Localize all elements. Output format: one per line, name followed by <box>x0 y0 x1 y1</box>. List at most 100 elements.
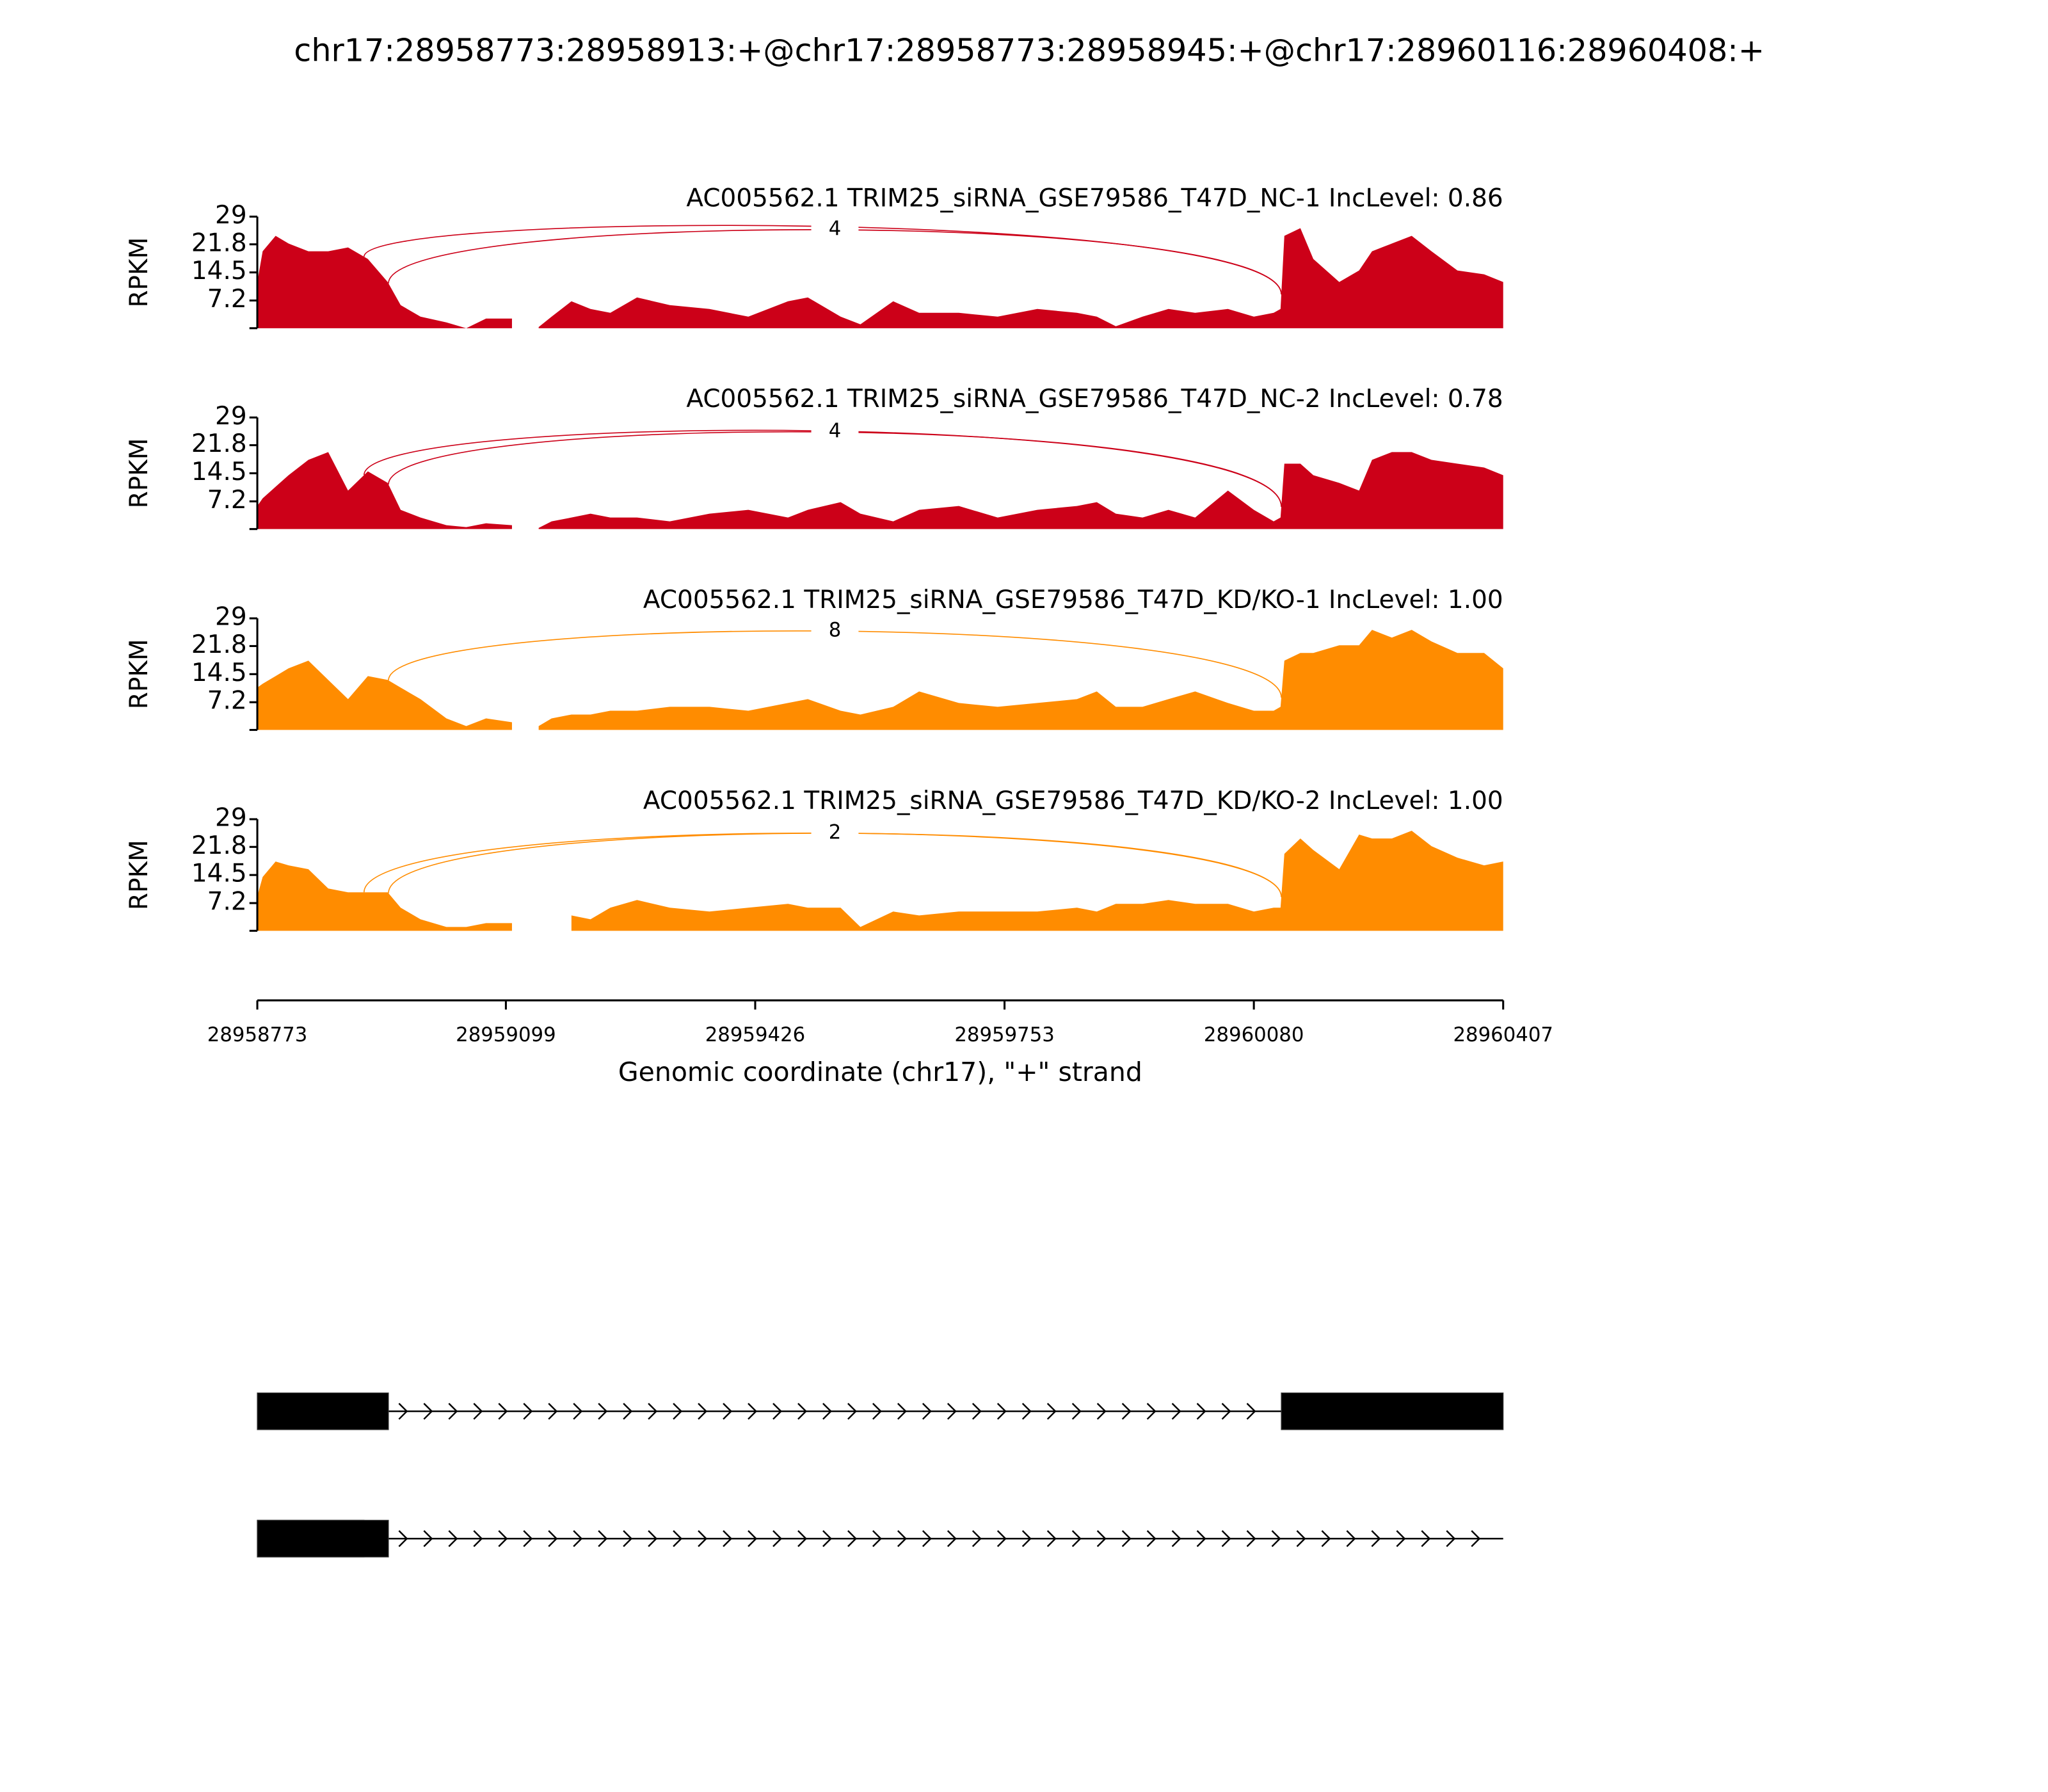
junction-label: 4 <box>829 420 842 443</box>
y-axis-label: RPKM <box>125 840 154 910</box>
strand-chevron <box>723 1530 733 1548</box>
strand-chevron <box>772 1402 783 1420</box>
strand-chevron <box>847 1402 857 1420</box>
strand-chevron <box>1096 1402 1107 1420</box>
strand-chevron <box>648 1402 658 1420</box>
track-title: AC005562.1 TRIM25_siRNA_GSE79586_T47D_KD… <box>643 586 1503 614</box>
strand-chevron <box>897 1402 907 1420</box>
strand-chevron <box>748 1402 758 1420</box>
strand-chevron <box>1196 1530 1206 1548</box>
y-tick-label: 14.5 <box>191 860 247 888</box>
y-tick-label: 29 <box>215 201 247 230</box>
y-tick-label: 21.8 <box>191 630 247 659</box>
strand-chevron <box>1096 1530 1107 1548</box>
strand-chevron <box>523 1530 533 1548</box>
strand-chevron <box>972 1530 982 1548</box>
strand-chevron <box>947 1530 957 1548</box>
strand-chevron <box>972 1402 982 1420</box>
strand-chevron <box>996 1402 1007 1420</box>
y-axis-label: RPKM <box>125 237 154 308</box>
strand-chevron <box>1296 1530 1306 1548</box>
strand-chevron <box>1046 1402 1057 1420</box>
strand-chevron <box>1121 1402 1132 1420</box>
y-tick-label: 14.5 <box>191 458 247 486</box>
strand-chevron <box>822 1402 832 1420</box>
strand-chevron <box>723 1402 733 1420</box>
strand-chevron <box>1021 1402 1032 1420</box>
junction-label: 2 <box>829 820 842 844</box>
coverage-area <box>257 452 512 529</box>
coverage-area <box>571 831 1503 931</box>
strand-chevron <box>822 1530 832 1548</box>
strand-chevron <box>573 1530 583 1548</box>
y-tick-label: 7.2 <box>207 486 247 515</box>
junction-label-bg <box>811 421 859 443</box>
strand-chevron <box>797 1530 808 1548</box>
y-tick-label: 7.2 <box>207 285 247 314</box>
y-axis-label: RPKM <box>125 639 154 709</box>
strand-chevron <box>498 1530 508 1548</box>
strand-chevron <box>772 1530 783 1548</box>
x-tick-label: 28959426 <box>705 1023 806 1046</box>
y-tick-label: 21.8 <box>191 429 247 458</box>
strand-chevron <box>1421 1530 1431 1548</box>
y-tick-label: 21.8 <box>191 228 247 257</box>
strand-chevron <box>1171 1402 1181 1420</box>
strand-chevron <box>847 1530 857 1548</box>
coverage-area <box>538 630 1503 730</box>
strand-chevron <box>698 1530 708 1548</box>
strand-chevron <box>473 1530 483 1548</box>
x-tick-label: 28958773 <box>207 1023 308 1046</box>
y-tick-label: 29 <box>215 804 247 833</box>
strand-chevron <box>673 1530 683 1548</box>
strand-chevron <box>1246 1402 1256 1420</box>
y-axis-label: RPKM <box>125 438 154 509</box>
strand-chevron <box>872 1402 882 1420</box>
x-tick-label: 28959753 <box>954 1023 1055 1046</box>
strand-chevron <box>1246 1530 1256 1548</box>
strand-chevron <box>623 1530 633 1548</box>
coverage-area <box>538 452 1503 529</box>
strand-chevron <box>548 1530 558 1548</box>
coverage-area <box>257 660 512 730</box>
coverage-area <box>538 228 1503 328</box>
figure-title: chr17:28958773:28958913:+@chr17:28958773… <box>294 32 1764 69</box>
strand-chevron <box>922 1530 932 1548</box>
strand-chevron <box>1221 1402 1231 1420</box>
strand-chevron <box>1371 1530 1381 1548</box>
strand-chevron <box>423 1402 433 1420</box>
x-axis-label: Genomic coordinate (chr17), "+" strand <box>618 1057 1142 1087</box>
y-tick-label: 14.5 <box>191 659 247 687</box>
strand-chevron <box>598 1530 608 1548</box>
exon <box>1281 1392 1504 1430</box>
strand-chevron <box>523 1402 533 1420</box>
junction-label: 4 <box>829 217 842 240</box>
strand-chevron <box>922 1402 932 1420</box>
y-tick-label: 29 <box>215 603 247 632</box>
x-tick-label: 28960407 <box>1453 1023 1553 1046</box>
strand-chevron <box>548 1402 558 1420</box>
strand-chevron <box>623 1402 633 1420</box>
strand-chevron <box>448 1402 458 1420</box>
junction-label: 8 <box>829 619 842 642</box>
track-title: AC005562.1 TRIM25_siRNA_GSE79586_T47D_KD… <box>643 787 1503 815</box>
coverage-area <box>257 236 512 328</box>
strand-chevron <box>1121 1530 1132 1548</box>
strand-chevron <box>1071 1402 1082 1420</box>
strand-chevron <box>1346 1530 1356 1548</box>
strand-chevron <box>1396 1530 1406 1548</box>
strand-chevron <box>698 1402 708 1420</box>
strand-chevron <box>1146 1530 1156 1548</box>
strand-chevron <box>996 1530 1007 1548</box>
strand-chevron <box>947 1402 957 1420</box>
strand-chevron <box>473 1402 483 1420</box>
y-tick-label: 7.2 <box>207 888 247 916</box>
strand-chevron <box>1471 1530 1481 1548</box>
strand-chevron <box>797 1402 808 1420</box>
y-tick-label: 21.8 <box>191 831 247 860</box>
strand-chevron <box>1021 1530 1032 1548</box>
strand-chevron <box>648 1530 658 1548</box>
strand-chevron <box>498 1402 508 1420</box>
